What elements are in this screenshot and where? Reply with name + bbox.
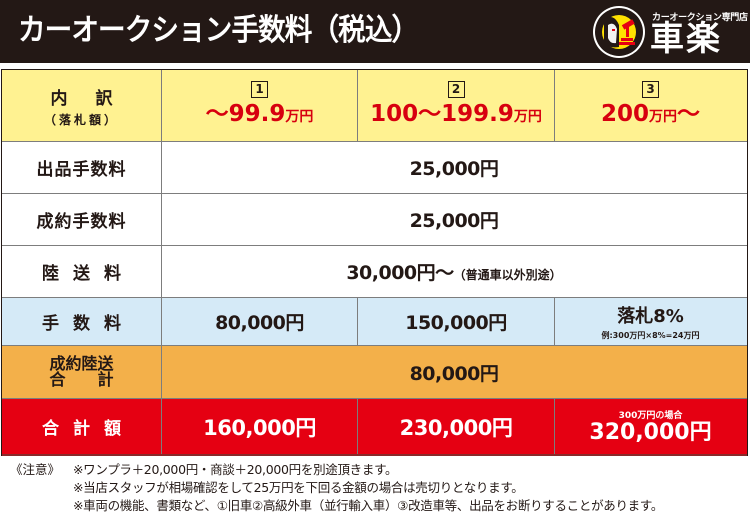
fee-table: 内訳 （落札額） 1 〜99.9万円 2 100〜199.9万円 3 200万円… bbox=[1, 69, 748, 456]
price-tier-3: 3 200万円〜 bbox=[555, 70, 746, 141]
brand-logo-icon bbox=[593, 6, 645, 58]
row-label: 出品手数料 bbox=[36, 160, 127, 180]
price-tier-1: 1 〜99.9万円 bbox=[162, 70, 358, 141]
tier-badge: 3 bbox=[642, 81, 659, 98]
tier-badge: 1 bbox=[251, 81, 268, 98]
commission-tier-1: 80,000円 bbox=[215, 312, 304, 334]
table-row-listing-fee: 出品手数料 25,000円 bbox=[2, 142, 747, 194]
table-row-contract-fee: 成約手数料 25,000円 bbox=[2, 194, 747, 246]
row-label: 手数料 bbox=[42, 314, 135, 334]
total-tier-1: 160,000円 bbox=[203, 415, 316, 440]
row-label: 成約手数料 bbox=[36, 212, 127, 232]
row-label: 成 約 陸 送 合 計 bbox=[49, 354, 114, 389]
page-header: カーオークション手数料（税込） カーオークション専門店 車楽 bbox=[0, 0, 750, 63]
commission-tier-2: 150,000円 bbox=[405, 312, 507, 334]
table-row-transport-fee: 陸送料 30,000円〜（普通車以外別途） bbox=[2, 246, 747, 298]
row-label: 合計額 bbox=[42, 419, 135, 439]
price-tier-2: 2 100〜199.9万円 bbox=[358, 70, 555, 141]
commission-tier-3: 落札8% bbox=[617, 306, 684, 327]
table-row-commission: 手数料 80,000円 150,000円 落札8% 例:300万円×8%=24万… bbox=[2, 298, 747, 346]
total-tier-2: 230,000円 bbox=[399, 415, 513, 440]
tier-range: 200万円〜 bbox=[600, 101, 700, 127]
tier-badge: 2 bbox=[447, 81, 465, 98]
row-note: （普通車以外別途） bbox=[453, 268, 562, 282]
total-tier-3: 320,000円 bbox=[589, 420, 712, 445]
page-title: カーオークション手数料（税込） bbox=[18, 13, 419, 48]
table-row-grand-total: 合計額 160,000円 230,000円 300万円の場合 320,000円 bbox=[2, 399, 747, 456]
note-item: ※ワンプラ＋20,000円・商談＋20,000円を別途頂きます。 bbox=[73, 462, 398, 477]
table-row-contract-transport-total: 成 約 陸 送 合 計 80,000円 bbox=[2, 346, 747, 399]
row-value: 25,000円 bbox=[409, 158, 499, 180]
bid-amount-label: （落札額） bbox=[43, 112, 119, 127]
total-tier-3-caption: 300万円の場合 bbox=[618, 411, 683, 421]
tier-range: 100〜199.9万円 bbox=[370, 101, 542, 127]
row-value: 25,000円 bbox=[409, 210, 499, 232]
commission-example: 例:300万円×8%=24万円 bbox=[601, 331, 700, 340]
header-label-cell: 内訳 （落札額） bbox=[2, 70, 162, 141]
row-label: 陸送料 bbox=[42, 264, 135, 284]
note-item: ※当店スタッフが相場確認をして25万円を下回る金額の場合は売切りとなります。 bbox=[73, 480, 524, 495]
breakdown-label: 内訳 bbox=[50, 88, 141, 109]
tier-range: 〜99.9万円 bbox=[205, 101, 314, 127]
notes-section: 《注意》 ※ワンプラ＋20,000円・商談＋20,000円を別途頂きます。 ※当… bbox=[10, 461, 750, 515]
logo-subtitle: カーオークション専門店 bbox=[652, 13, 748, 23]
row-value: 30,000円〜（普通車以外別途） bbox=[346, 262, 562, 284]
table-header-row: 内訳 （落札額） 1 〜99.9万円 2 100〜199.9万円 3 200万円… bbox=[2, 70, 747, 142]
note-item: ※車両の機能、書類など、①旧車②高級外車（並行輸入車）③改造車等、出品をお断りす… bbox=[73, 498, 664, 513]
notes-heading: 《注意》 bbox=[10, 462, 61, 477]
row-value: 80,000円 bbox=[409, 362, 499, 385]
logo-name: 車楽 bbox=[650, 19, 722, 59]
